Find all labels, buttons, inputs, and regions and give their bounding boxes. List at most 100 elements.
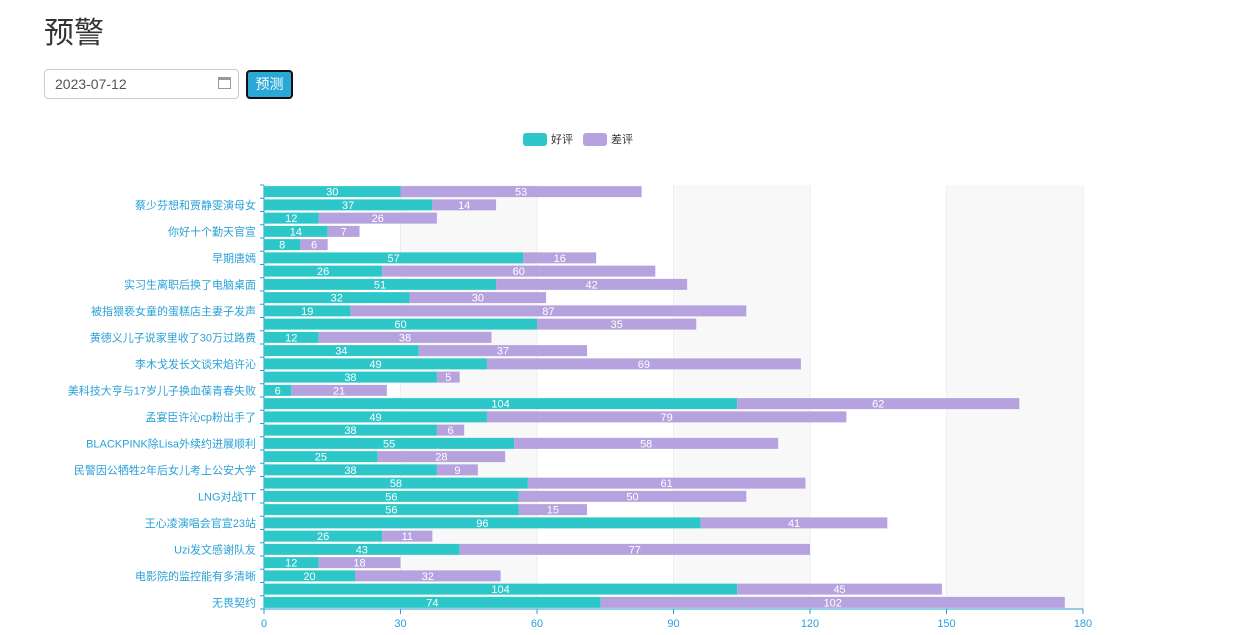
y-tick-label: 被指猥亵女童的蛋糕店主妻子发声	[91, 304, 256, 318]
bar-positive	[264, 384, 292, 396]
data-label: 77	[629, 544, 641, 556]
bar-negative	[700, 517, 888, 529]
y-tick-label: 李木戈发长文谈宋焰许沁	[135, 357, 256, 371]
bar-positive	[264, 437, 515, 449]
bar-negative	[409, 292, 547, 304]
y-tick-label: 黄德义儿子说家里收了30万过路费	[90, 330, 256, 344]
data-label: 87	[542, 306, 554, 318]
data-label: 21	[333, 385, 345, 397]
y-tick-label: 孟宴臣许沁cp粉出手了	[145, 410, 256, 424]
bar-positive	[264, 490, 519, 502]
date-value: 2023-07-12	[55, 76, 127, 92]
bar-negative	[400, 186, 642, 198]
bar-positive	[264, 292, 410, 304]
data-label: 69	[638, 359, 650, 371]
data-label: 45	[833, 584, 845, 596]
bar-negative	[523, 252, 597, 264]
bar-negative	[600, 596, 1065, 608]
bar-positive	[264, 411, 487, 423]
calendar-icon[interactable]	[218, 77, 231, 89]
x-tick-label: 180	[1074, 618, 1092, 630]
bar-positive	[264, 318, 537, 330]
predict-button[interactable]: 预测	[246, 70, 293, 99]
data-label: 50	[626, 491, 638, 503]
bar-positive	[264, 305, 351, 317]
data-label: 12	[285, 332, 297, 344]
x-tick-label: 0	[261, 618, 267, 630]
bar-positive	[264, 239, 301, 251]
data-label: 12	[285, 558, 297, 570]
data-label: 42	[585, 279, 597, 291]
bar-negative	[382, 530, 433, 542]
y-tick-label: 你好十个勤天官宣	[168, 224, 256, 238]
bar-positive	[264, 517, 701, 529]
data-label: 6	[275, 385, 281, 397]
data-label: 60	[513, 266, 525, 278]
data-label: 25	[315, 452, 327, 464]
x-tick-label: 60	[531, 618, 543, 630]
x-tick-label: 120	[801, 618, 819, 630]
bar-positive	[264, 225, 328, 237]
data-label: 55	[383, 438, 395, 450]
data-label: 34	[335, 346, 347, 358]
legend-label: 差评	[611, 132, 633, 146]
bar-positive	[264, 345, 419, 357]
data-label: 26	[317, 531, 329, 543]
data-label: 56	[385, 505, 397, 517]
bar-negative	[355, 570, 501, 582]
data-label: 74	[426, 597, 438, 609]
bar-positive	[264, 596, 601, 608]
data-label: 49	[369, 359, 381, 371]
data-label: 79	[661, 412, 673, 424]
bar-negative	[318, 212, 437, 224]
bar-positive	[264, 358, 487, 370]
y-tick-label: 民警因公牺牲2年后女儿考上公安大学	[74, 463, 256, 477]
data-label: 15	[547, 505, 559, 517]
bar-negative	[382, 265, 656, 277]
bar-negative	[318, 557, 401, 569]
data-label: 37	[342, 200, 354, 212]
data-label: 19	[301, 306, 313, 318]
data-label: 104	[491, 399, 509, 411]
data-label: 28	[435, 452, 447, 464]
bar-positive	[264, 278, 497, 290]
data-label: 16	[554, 253, 566, 265]
bar-positive	[264, 199, 433, 211]
bar-negative	[486, 411, 847, 423]
grid-band	[673, 185, 810, 609]
data-label: 41	[788, 518, 800, 530]
data-label: 5	[445, 372, 451, 384]
bar-negative	[737, 398, 1020, 410]
y-tick-label: LNG对战TT	[198, 489, 256, 503]
bar-positive	[264, 331, 319, 343]
legend-label: 好评	[551, 132, 573, 146]
x-tick-label: 90	[667, 618, 679, 630]
y-tick-label: Uzi发文感谢队友	[174, 542, 256, 556]
bar-negative	[350, 305, 747, 317]
y-tick-label: 早期唐嫣	[212, 251, 256, 265]
data-label: 38	[344, 372, 356, 384]
bar-negative	[436, 424, 465, 436]
bar-negative	[486, 358, 801, 370]
data-label: 26	[372, 213, 384, 225]
data-label: 49	[369, 412, 381, 424]
y-tick-label: 电影院的监控能有多清晰	[135, 569, 256, 583]
page-title: 预警	[44, 17, 104, 50]
date-input[interactable]: 2023-07-12	[44, 69, 239, 99]
x-tick-label: 150	[937, 618, 955, 630]
bar-positive	[264, 212, 319, 224]
data-label: 11	[402, 531, 413, 543]
bar-negative	[318, 331, 492, 343]
data-label: 9	[454, 465, 460, 477]
data-label: 8	[279, 240, 285, 252]
data-label: 30	[472, 293, 484, 305]
bar-negative	[527, 477, 806, 489]
y-tick-label: 王心凌演唱会官宣23站	[145, 516, 256, 530]
data-label: 6	[311, 240, 317, 252]
data-label: 38	[344, 425, 356, 437]
x-tick-label: 30	[394, 618, 406, 630]
data-label: 43	[356, 544, 368, 556]
data-label: 53	[515, 187, 527, 199]
bar-negative	[518, 490, 747, 502]
data-label: 32	[331, 293, 343, 305]
